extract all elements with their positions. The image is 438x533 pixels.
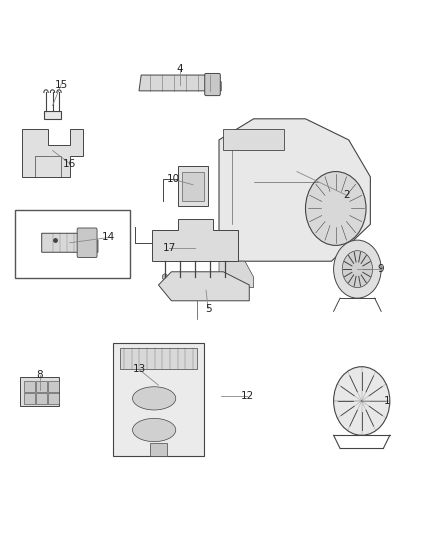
- Text: 13: 13: [132, 365, 145, 374]
- Circle shape: [177, 274, 183, 280]
- FancyBboxPatch shape: [20, 377, 59, 406]
- Polygon shape: [152, 219, 238, 261]
- Circle shape: [342, 251, 372, 288]
- Polygon shape: [219, 261, 254, 288]
- Circle shape: [208, 274, 213, 280]
- Text: 15: 15: [55, 79, 68, 90]
- Circle shape: [223, 274, 228, 280]
- Text: 16: 16: [63, 159, 77, 168]
- Circle shape: [334, 367, 390, 435]
- Text: 2: 2: [343, 190, 350, 200]
- FancyBboxPatch shape: [178, 166, 208, 206]
- FancyBboxPatch shape: [150, 443, 167, 456]
- Polygon shape: [219, 119, 371, 261]
- Text: 10: 10: [167, 174, 180, 184]
- FancyBboxPatch shape: [182, 172, 204, 200]
- Text: 5: 5: [205, 304, 212, 314]
- Text: 14: 14: [102, 232, 115, 243]
- FancyBboxPatch shape: [223, 130, 284, 150]
- FancyBboxPatch shape: [205, 74, 220, 95]
- Text: 1: 1: [384, 396, 390, 406]
- FancyBboxPatch shape: [25, 393, 35, 403]
- Circle shape: [162, 274, 168, 280]
- FancyBboxPatch shape: [44, 111, 61, 119]
- Circle shape: [305, 172, 366, 245]
- FancyBboxPatch shape: [25, 382, 35, 392]
- FancyBboxPatch shape: [120, 348, 198, 369]
- Ellipse shape: [133, 418, 176, 442]
- Text: 12: 12: [240, 391, 254, 401]
- Polygon shape: [22, 130, 83, 177]
- FancyBboxPatch shape: [77, 228, 97, 257]
- FancyBboxPatch shape: [48, 382, 59, 392]
- Ellipse shape: [133, 387, 176, 410]
- Text: 4: 4: [177, 64, 184, 74]
- Polygon shape: [159, 272, 249, 301]
- FancyBboxPatch shape: [48, 393, 59, 403]
- FancyBboxPatch shape: [36, 382, 47, 392]
- FancyBboxPatch shape: [113, 343, 204, 456]
- Text: 17: 17: [162, 243, 176, 253]
- Circle shape: [334, 240, 381, 298]
- Circle shape: [193, 274, 198, 280]
- FancyBboxPatch shape: [36, 393, 47, 403]
- Text: 8: 8: [36, 369, 43, 379]
- Polygon shape: [139, 75, 221, 91]
- Polygon shape: [42, 233, 98, 252]
- Text: 9: 9: [378, 264, 385, 274]
